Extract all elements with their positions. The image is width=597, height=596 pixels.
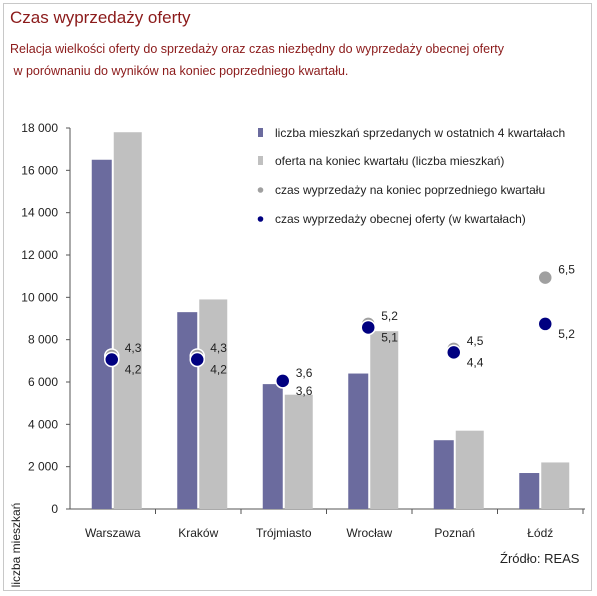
dot-curr-time	[275, 373, 291, 389]
chart-subtitle: Relacja wielkości oferty do sprzedaży or…	[10, 38, 580, 82]
legend-marker	[257, 187, 264, 193]
bar-offer	[541, 462, 570, 509]
dot-curr-time	[104, 351, 120, 368]
bar-sold	[348, 373, 369, 509]
dot-curr-label: 5,2	[558, 327, 575, 341]
dot-curr-label: 4,2	[210, 363, 227, 377]
dot-prev-label: 6,5	[558, 263, 575, 277]
y-tick-label: 12 000	[21, 248, 58, 262]
dot-curr-time	[446, 344, 462, 361]
dot-prev-label: 4,5	[467, 334, 484, 348]
source-note: Źródło: REAS	[500, 551, 580, 566]
bar-sold	[519, 473, 540, 509]
chart-dots: 4,3 4,2 4,3 4,2 3,6 3,6 5,2 5,1 4,5 4,4 6,5 5,2	[104, 263, 575, 398]
bar-offer	[370, 331, 399, 509]
y-tick-label: 2 000	[28, 460, 58, 474]
legend-label: liczba mieszkań sprzedanych w ostatnich …	[275, 126, 565, 140]
dot-curr-label: 4,4	[467, 355, 484, 369]
legend-swatch	[258, 156, 263, 165]
dot-curr-label: 5,1	[381, 330, 398, 344]
chart-title: Czas wyprzedaży oferty	[10, 8, 191, 27]
y-tick-label: 18 000	[21, 121, 58, 135]
bar-sold	[177, 312, 198, 509]
dot-curr-time	[537, 316, 553, 332]
x-tick-label: Trójmiasto	[256, 526, 312, 540]
legend-label: czas wyprzedaży obecnej oferty (w kwarta…	[275, 212, 526, 226]
y-tick-label: 16 000	[21, 163, 58, 177]
y-tick-label: 8 000	[28, 333, 58, 347]
bar-sold	[91, 159, 112, 509]
bar-sold	[262, 384, 283, 509]
bar-offer	[455, 430, 484, 509]
x-tick-label: Łódź	[527, 526, 553, 540]
y-tick-label: 14 000	[21, 206, 58, 220]
subtitle-line-1: Relacja wielkości oferty do sprzedaży or…	[10, 42, 504, 56]
bar-offer	[284, 394, 313, 509]
legend-marker	[257, 216, 264, 222]
dot-curr-label: 3,6	[296, 384, 313, 398]
dot-prev-label: 5,2	[381, 309, 398, 323]
y-axis-label: liczba mieszkań	[9, 503, 23, 588]
x-tick-label: Wrocław	[346, 526, 392, 540]
subtitle-line-2: w porównaniu do wyników na koniec poprze…	[10, 64, 349, 78]
legend-label: oferta na koniec kwartału (liczba mieszk…	[275, 154, 504, 168]
chart-axes: 0 2 000 4 000 6 000 8 000 10 000 12 000 14 000 1…	[9, 121, 585, 587]
y-tick-label: 0	[51, 502, 58, 516]
chart-legend: liczba mieszkań sprzedanych w ostatnich …	[257, 126, 565, 226]
dot-prev-time	[537, 269, 553, 286]
y-tick-label: 4 000	[28, 417, 58, 431]
x-tick-label: Poznań	[434, 526, 475, 540]
legend-label: czas wyprzedaży na koniec poprzedniego k…	[275, 183, 545, 197]
y-tick-label: 10 000	[21, 290, 58, 304]
x-tick-label: Kraków	[178, 526, 218, 540]
dot-prev-label: 3,6	[296, 366, 313, 380]
bar-offer	[113, 132, 142, 509]
x-tick-label: Warszawa	[85, 526, 141, 540]
legend-swatch	[258, 128, 263, 137]
bar-offer	[199, 299, 228, 509]
dot-curr-time	[189, 351, 205, 368]
bar-sold	[433, 440, 454, 509]
dot-prev-label: 4,3	[125, 341, 142, 355]
y-tick-label: 6 000	[28, 375, 58, 389]
dot-prev-label: 4,3	[210, 341, 227, 355]
dot-curr-label: 4,2	[125, 363, 142, 377]
dot-curr-time	[360, 319, 376, 336]
